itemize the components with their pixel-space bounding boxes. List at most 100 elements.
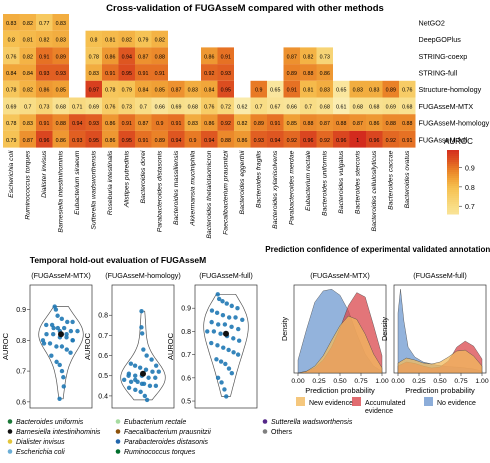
violin-data-point [153, 375, 158, 380]
heatmap-cell [250, 130, 267, 148]
heatmap-cell [201, 97, 218, 115]
violin-data-point [215, 292, 220, 297]
evidence-legend: New evidence Accumulated evidence No eviden… [296, 397, 476, 415]
heatmap-cell [135, 30, 152, 48]
heatmap-value: 0.94 [204, 138, 214, 144]
heatmap-value: 0.94 [171, 138, 181, 144]
violin-data-point [226, 366, 232, 371]
heatmap-value: 0.84 [6, 71, 16, 77]
heatmap-value: 0.83 [6, 21, 16, 27]
heatmap-cell [36, 97, 53, 115]
heatmap-cell [217, 114, 234, 131]
legend-gradient-step [447, 152, 459, 155]
density-x-axis-label: Prediction probability [405, 386, 475, 395]
species-legend-marker [115, 449, 121, 454]
density-area-new [397, 349, 483, 374]
heatmap-cell [283, 80, 300, 98]
legend-gradient-step [447, 164, 459, 167]
heatmap-column-label: Bacteroides fragilis [256, 150, 263, 208]
species-legend-marker [115, 419, 121, 424]
heatmap-cell [217, 64, 234, 81]
violin-data-point [41, 341, 47, 346]
violin-data-point [50, 332, 56, 337]
violin-data-point [49, 353, 54, 358]
violin-y-tick-label: 0.5 [98, 373, 108, 380]
heatmap-value: 0.78 [6, 88, 16, 94]
heatmap-cell [85, 80, 102, 98]
violin-y-tick-label: 0.7 [16, 369, 26, 376]
legend-gradient-step [447, 176, 459, 179]
heatmap-value: 0.86 [204, 54, 214, 60]
heatmap-cell [3, 80, 20, 98]
heatmap-cell [135, 64, 152, 81]
species-legend-label: Ruminococcus torques [124, 449, 196, 456]
legend-gradient-step [447, 188, 459, 191]
density-x-tick-label: 0.00 [391, 378, 404, 385]
species-legend-marker [7, 419, 13, 424]
heatmap-cell [3, 30, 20, 48]
heatmap-cell [267, 80, 284, 98]
violin-y-tick-label: 0.8 [98, 313, 108, 320]
heatmap-value: 0.71 [72, 104, 82, 110]
heatmap-cell [151, 30, 168, 48]
heatmap-value: 0.89 [386, 88, 396, 94]
heatmap-value: 0.87 [353, 121, 363, 127]
heatmap-column-label: Bacteroides caccae [388, 150, 395, 210]
species-legend-marker [7, 439, 13, 444]
violin-data-point [215, 343, 220, 348]
heatmap-value: 0.8 [90, 38, 97, 44]
heatmap-cell [52, 64, 69, 81]
violin-data-point [231, 350, 236, 355]
heatmap-cell [135, 97, 152, 115]
heatmap-value: 0.86 [320, 71, 330, 77]
violin-data-point [221, 345, 226, 350]
violin-data-point [218, 331, 223, 336]
violin-data-point [149, 357, 154, 362]
heatmap-column-label: Ruminococcus torques [25, 150, 32, 220]
heatmap-value: 0.84 [138, 88, 148, 94]
violin-data-point [59, 344, 65, 349]
heatmap-value: 0.73 [320, 54, 330, 60]
violin-data-point [231, 336, 236, 341]
density-x-axis-label: Prediction probability [305, 386, 375, 395]
heatmap-cell [118, 30, 135, 48]
heatmap-value: 0.88 [56, 121, 66, 127]
heatmap-value: 0.83 [353, 88, 363, 94]
heatmap-cell [151, 64, 168, 81]
legend-tick-label: 0.9 [465, 165, 475, 172]
heatmap-value: 0.9 [255, 88, 262, 94]
heatmap-cell [283, 97, 300, 115]
heatmap-value: 0.88 [221, 138, 231, 144]
heatmap-cell [102, 114, 119, 131]
species-legend-label: Faecalibacterium prausnitzii [124, 429, 211, 436]
heatmap-value: 0.87 [171, 88, 181, 94]
heatmap-cell [52, 47, 69, 65]
heatmap-cell [102, 130, 119, 148]
violin-data-point [144, 353, 149, 358]
violin-y-axis-label: AUROC [83, 332, 92, 360]
heatmap-value: 0.93 [72, 138, 82, 144]
heatmap-column-label: Bacteroides massiliensis [173, 150, 180, 225]
violin-data-point [153, 383, 159, 389]
heatmap-cell [366, 80, 383, 98]
legend-gradient-step [447, 194, 459, 197]
violin-data-point [139, 325, 144, 330]
species-legend-marker [262, 429, 268, 434]
violin-data-point [64, 332, 69, 337]
heatmap-cell [118, 97, 135, 115]
heatmap-cell [300, 130, 317, 148]
heatmap-value: 0.91 [138, 138, 148, 144]
violin-data-point [229, 370, 235, 376]
heatmap-value: 0.81 [23, 38, 33, 44]
violin-data-point [240, 317, 245, 323]
violin-data-point [209, 340, 214, 346]
heatmap-value: 0.92 [386, 138, 396, 144]
heatmap-value: 0.68 [320, 104, 330, 110]
heatmap-row-label: STRING-full [419, 68, 458, 77]
violin-data-point [139, 381, 145, 387]
violin-data-point [75, 328, 80, 334]
heatmap-cell [118, 130, 135, 148]
violin-data-point [139, 309, 144, 314]
heatmap-column-label: Eubacterium siraeum [74, 150, 81, 215]
